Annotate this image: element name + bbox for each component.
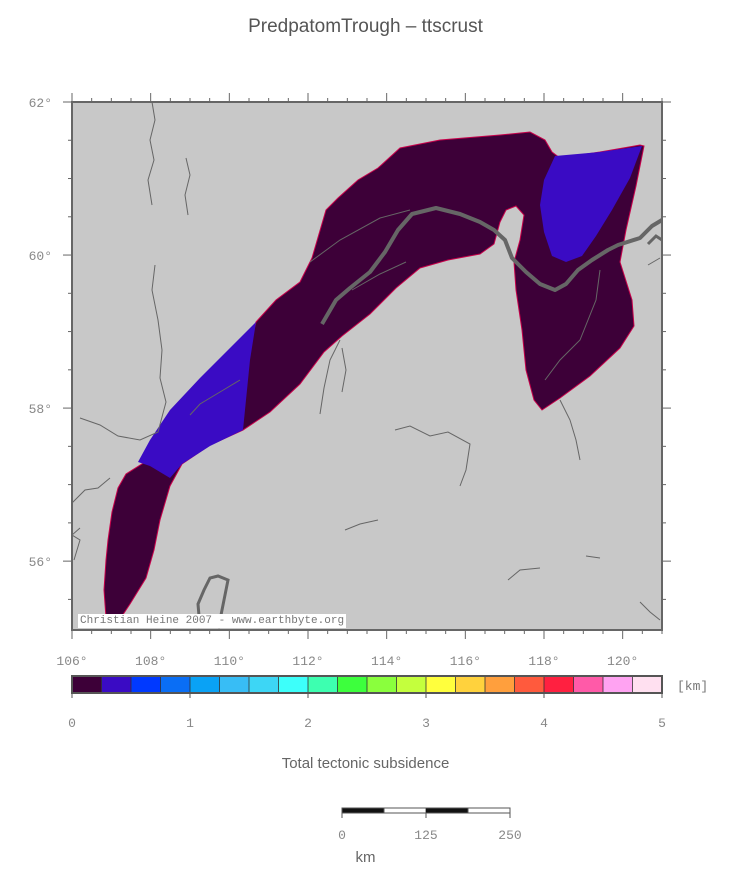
colorbar-swatch (249, 676, 279, 693)
lon-label: 106° (56, 654, 87, 669)
colorbar-swatch (603, 676, 633, 693)
colorbar-swatch (367, 676, 397, 693)
colorbar-title: Total tectonic subsidence (281, 755, 450, 772)
lon-label: 118° (528, 654, 559, 669)
basin-shallow-region-ne (540, 146, 642, 262)
scalebar-tick-125: 125 (414, 828, 437, 843)
lat-label: 62° (29, 96, 52, 111)
scalebar-unit: km (355, 849, 376, 866)
frame-ticks (63, 93, 671, 639)
colorbar-swatch (219, 676, 250, 693)
colorbar-swatch (101, 676, 132, 693)
lon-label: 112° (292, 654, 323, 669)
colorbar-swatch (396, 676, 427, 693)
colorbar-swatch (131, 676, 161, 693)
colorbar-swatch (632, 676, 663, 693)
lon-label: 110° (214, 654, 245, 669)
colorbar-tick-label: 0 (68, 716, 76, 731)
colorbar-swatch (485, 676, 515, 693)
colorbar-unit: [km] (677, 679, 708, 694)
lon-label: 120° (607, 654, 638, 669)
colorbar (71, 675, 663, 694)
scalebar-tick-0: 0 (338, 828, 346, 843)
colorbar-swatch (544, 676, 574, 693)
colorbar-tick-label: 5 (658, 716, 666, 731)
lon-label: 108° (135, 654, 166, 669)
colorbar-swatch (337, 676, 368, 693)
colorbar-tick-label: 3 (422, 716, 430, 731)
lat-label: 60° (29, 249, 52, 264)
minor-rivers (71, 101, 661, 621)
basin-shallow-region-sw (138, 322, 256, 478)
main-river (320, 206, 664, 326)
colorbar-tick-label: 1 (186, 716, 194, 731)
colorbar-swatch (278, 676, 309, 693)
colorbar-swatch (72, 676, 102, 693)
colorbar-ticks: 0 1 2 3 4 5 (68, 693, 666, 731)
lat-label: 58° (29, 402, 52, 417)
colorbar-swatch (426, 676, 456, 693)
colorbar-swatch (190, 676, 220, 693)
lon-label: 116° (450, 654, 481, 669)
colorbar-tick-label: 4 (540, 716, 548, 731)
colorbar-swatch (514, 676, 545, 693)
colorbar-tick-label: 2 (304, 716, 312, 731)
scalebar-tick-250: 250 (498, 828, 521, 843)
colorbar-swatch (573, 676, 604, 693)
map-title: PredpatomTrough – ttscrust (248, 16, 483, 37)
colorbar-swatch (455, 676, 486, 693)
scalebar (341, 807, 511, 818)
credit-label: Christian Heine 2007 - www.earthbyte.org (78, 614, 347, 628)
lake-baikal (196, 574, 230, 629)
colorbar-swatch (308, 676, 338, 693)
lon-label: 114° (371, 654, 402, 669)
axis-labels: 106° 108° 110° 112° 114° 116° 118° 120° 62° 60° 58… (29, 96, 639, 669)
colorbar-swatch (160, 676, 191, 693)
lat-label: 56° (29, 555, 52, 570)
